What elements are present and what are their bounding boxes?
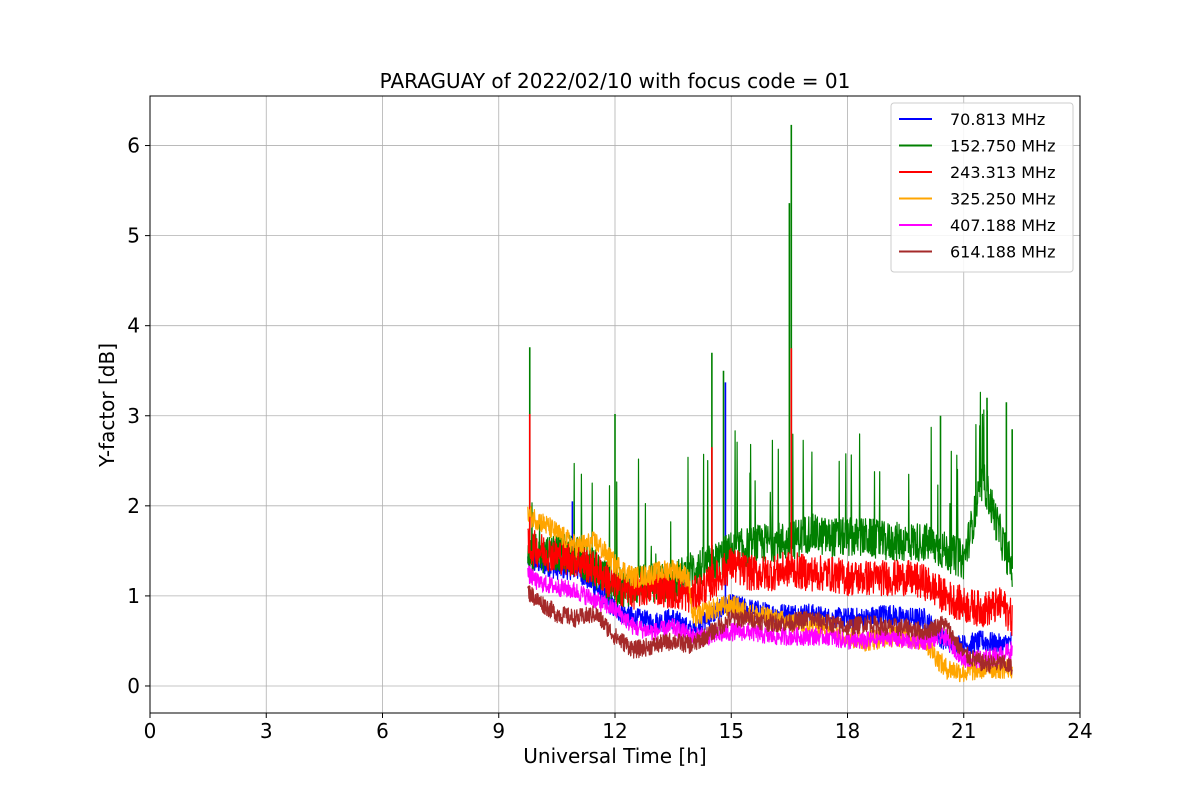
- legend-label: 152.750 MHz: [950, 137, 1055, 156]
- x-tick-label: 12: [602, 719, 627, 743]
- y-tick-label: 4: [127, 314, 140, 338]
- x-axis-label: Universal Time [h]: [523, 744, 706, 768]
- legend: 70.813 MHz 152.750 MHz 243.313 MHz 325.250 …: [890, 102, 1074, 273]
- x-tick-label: 18: [835, 719, 860, 743]
- legend-box: [890, 102, 1074, 273]
- legend-label: 614.188 MHz: [950, 243, 1055, 262]
- x-tick-label: 0: [144, 719, 157, 743]
- legend-label: 407.188 MHz: [950, 216, 1055, 235]
- legend-label: 70.813 MHz: [950, 110, 1045, 129]
- y-tick-label: 5: [127, 224, 140, 248]
- x-tick-label: 24: [1067, 719, 1092, 743]
- y-tick-label: 6: [127, 134, 140, 158]
- y-tick-label: 1: [127, 584, 140, 608]
- series-line: [527, 585, 1013, 675]
- y-tick-label: 3: [127, 404, 140, 428]
- x-tick-label: 6: [376, 719, 389, 743]
- x-tick-label: 3: [260, 719, 273, 743]
- x-tick-label: 21: [951, 719, 976, 743]
- x-tick-label: 15: [719, 719, 744, 743]
- series-line: [527, 528, 1013, 636]
- y-tick-label: 0: [127, 674, 140, 698]
- legend-label: 243.313 MHz: [950, 163, 1055, 182]
- chart-title: PARAGUAY of 2022/02/10 with focus code =…: [380, 69, 851, 93]
- legend-label: 325.250 MHz: [950, 190, 1055, 209]
- y-axis-label: Y-factor [dB]: [95, 343, 119, 468]
- x-tick-label: 9: [492, 719, 505, 743]
- y-tick-label: 2: [127, 494, 140, 518]
- series-layer: [527, 124, 1013, 683]
